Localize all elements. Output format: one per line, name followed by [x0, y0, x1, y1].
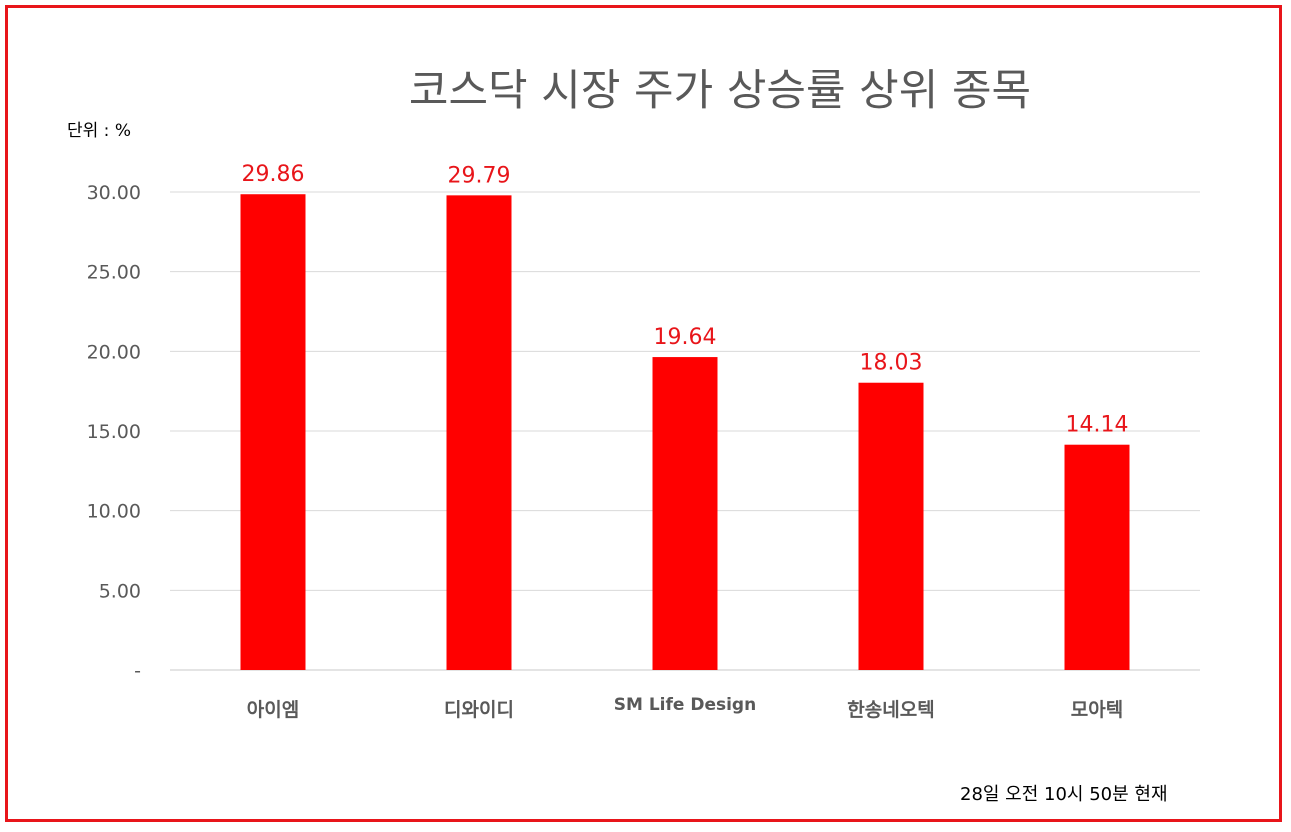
bar — [858, 382, 924, 670]
data-label: 29.86 — [242, 162, 305, 187]
y-tick-label: 20.00 — [87, 341, 141, 363]
bar — [652, 357, 718, 670]
chart-frame — [5, 5, 1282, 822]
x-tick-label: SM Life Design — [614, 695, 756, 715]
y-tick-label: 30.00 — [87, 182, 141, 204]
x-tick-label: 모아텍 — [1071, 699, 1123, 721]
bar — [1064, 444, 1130, 670]
y-tick-label: 10.00 — [87, 501, 141, 523]
x-tick-label: 한송네오텍 — [847, 699, 934, 721]
x-tick-label: 디와이디 — [444, 699, 514, 721]
x-tick-label: 아이엠 — [247, 699, 299, 721]
data-label: 18.03 — [860, 351, 923, 376]
y-tick-label: - — [134, 660, 141, 682]
footnote: 28일 오전 10시 50분 현재 — [960, 784, 1168, 805]
data-label: 19.64 — [654, 325, 717, 350]
bar — [240, 194, 306, 671]
y-tick-label: 15.00 — [87, 421, 141, 443]
chart-title: 코스닥 시장 주가 상승률 상위 종목 — [408, 66, 1032, 116]
unit-label: 단위 : % — [67, 121, 131, 141]
y-tick-label: 5.00 — [99, 580, 141, 602]
data-label: 14.14 — [1066, 413, 1129, 438]
bar — [446, 195, 512, 670]
y-tick-label: 25.00 — [87, 262, 141, 284]
data-label: 29.79 — [448, 163, 511, 188]
